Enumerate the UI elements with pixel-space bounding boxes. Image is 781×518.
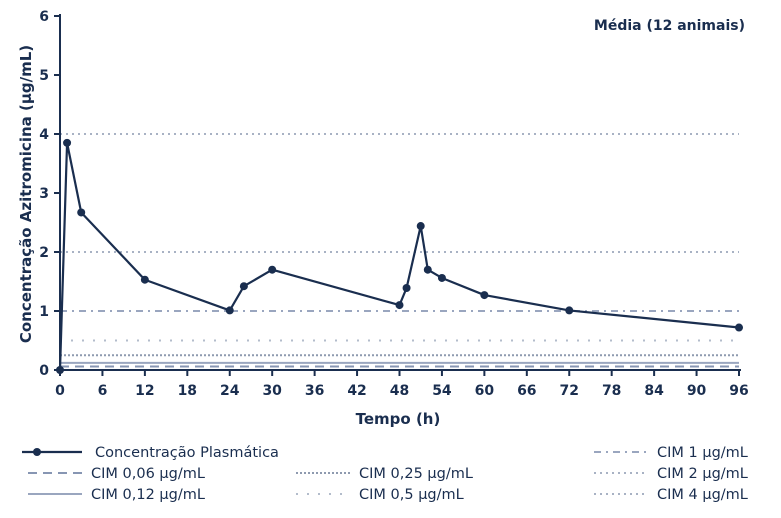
data-point-0-13 (565, 306, 574, 315)
data-point-0-7 (395, 301, 404, 310)
data-point-0-12 (480, 291, 489, 300)
legend-swatch-marker (33, 448, 41, 456)
data-point-0-6 (268, 265, 277, 274)
x-tick-label-16: 96 (729, 383, 748, 399)
legend-item-6: CIM 2 µg/mL (594, 466, 748, 482)
legend-label: CIM 0,06 µg/mL (91, 466, 205, 482)
legend-label: Concentração Plasmática (95, 445, 279, 461)
legend-item-3: CIM 0,25 µg/mL (296, 466, 473, 482)
legend-item-7: CIM 4 µg/mL (594, 487, 748, 503)
legend-label: CIM 4 µg/mL (657, 487, 748, 503)
y-tick-label-6: 6 (39, 9, 49, 25)
x-tick-label-3: 18 (178, 383, 197, 399)
y-tick-label-1: 1 (39, 304, 49, 320)
legend-label: CIM 0,12 µg/mL (91, 487, 205, 503)
legend-item-1: CIM 0,06 µg/mL (28, 466, 205, 482)
plasma-series (56, 138, 743, 374)
x-tick-label-5: 30 (262, 383, 282, 399)
data-point-0-9 (416, 222, 425, 231)
mic-reference-lines (60, 133, 739, 368)
y-tick-label-4: 4 (39, 127, 49, 143)
x-tick-label-2: 12 (135, 383, 154, 399)
chart-legend: Concentração Plasmática CIM 0,06 µg/mL CIM… (22, 445, 748, 503)
data-point-0-14 (735, 323, 743, 332)
data-point-0-3 (140, 275, 149, 284)
data-point-0-8 (402, 283, 411, 292)
legend-label: CIM 1 µg/mL (657, 445, 748, 461)
data-point-0-1 (63, 138, 72, 147)
data-point-0-10 (423, 265, 432, 274)
x-tick-label-13: 78 (602, 383, 621, 399)
x-tick-label-11: 66 (517, 383, 536, 399)
y-tick-label-0: 0 (39, 363, 49, 379)
x-tick-label-14: 84 (644, 383, 664, 399)
x-tick-label-8: 48 (390, 383, 409, 399)
chart-annotation: Média (12 animais) (594, 18, 745, 34)
data-point-0-5 (239, 282, 248, 291)
legend-label: CIM 2 µg/mL (657, 466, 748, 482)
x-tick-label-10: 60 (475, 383, 495, 399)
legend-item-0: Concentração Plasmática (22, 445, 279, 461)
y-tick-label-3: 3 (39, 186, 49, 202)
x-axis-label: Tempo (h) (356, 410, 441, 428)
legend-item-5: CIM 1 µg/mL (594, 445, 748, 461)
data-point-0-11 (437, 273, 446, 282)
x-tick-label-0: 0 (55, 383, 65, 399)
x-tick-label-1: 6 (98, 383, 108, 399)
chart-axes (54, 14, 741, 376)
x-tick-label-7: 42 (347, 383, 366, 399)
y-tick-label-2: 2 (39, 245, 49, 261)
x-tick-label-12: 72 (560, 383, 579, 399)
series-line-0 (58, 141, 740, 371)
x-tick-label-9: 54 (432, 383, 452, 399)
legend-label: CIM 0,25 µg/mL (359, 466, 473, 482)
data-point-0-2 (77, 208, 86, 217)
x-tick-label-4: 24 (220, 383, 240, 399)
x-tick-label-15: 90 (687, 383, 707, 399)
y-tick-label-5: 5 (39, 68, 49, 84)
legend-item-2: CIM 0,12 µg/mL (28, 487, 205, 503)
y-axis-label: Concentração Azitromicina (µg/mL) (17, 45, 35, 343)
legend-label: CIM 0,5 µg/mL (359, 487, 464, 503)
legend-item-4: CIM 0,5 µg/mL (296, 487, 464, 503)
x-tick-label-6: 36 (305, 383, 324, 399)
data-point-0-4 (225, 306, 234, 315)
